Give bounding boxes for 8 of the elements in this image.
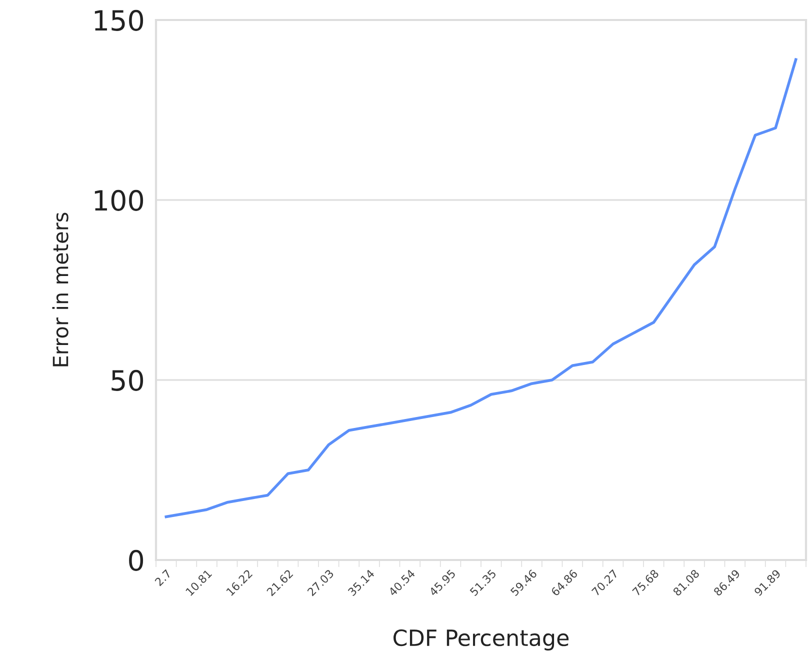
x-axis-title: CDF Percentage	[394, 629, 569, 650]
y-tick-label: 150	[94, 10, 144, 31]
y-tick-label: 100	[94, 190, 144, 211]
y-axis-title: Error in meters	[52, 212, 68, 366]
line-series	[164, 58, 798, 518]
y-tick-label: 50	[112, 370, 144, 391]
x-tick-label: 2.7	[154, 569, 172, 586]
y-tick-label: 0	[129, 550, 144, 571]
